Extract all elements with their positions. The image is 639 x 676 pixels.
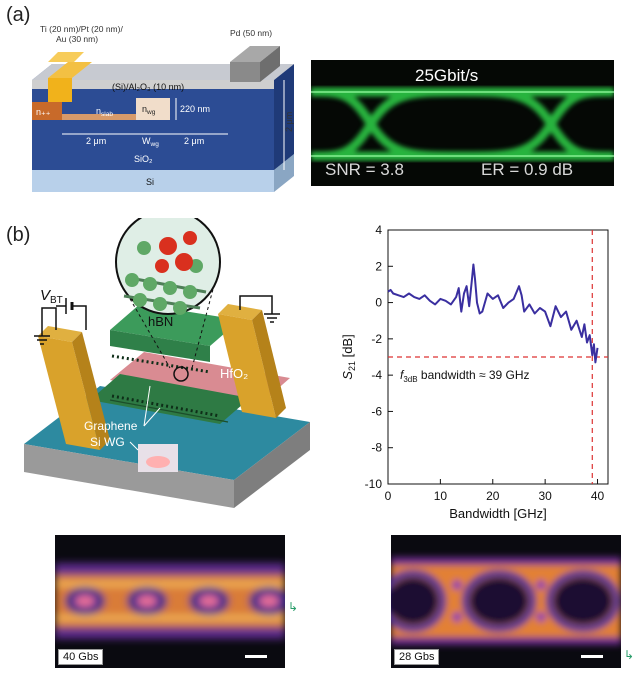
npp-label: n₊₊ [36, 107, 51, 117]
eye-diagram-40gbs: 40 Gbs [55, 535, 285, 668]
height-220-label: 220 nm [180, 104, 210, 114]
panel-label-b: (b) [6, 224, 31, 246]
scale-bar-28gbs [581, 655, 603, 658]
width-left-label: 2 μm [86, 136, 106, 146]
y-tick-label: -10 [365, 477, 383, 491]
left-gold-electrode [38, 336, 100, 450]
hfo2-label: HfO₂ [220, 366, 248, 381]
eye-caption-28gbs: 28 Gbs [394, 649, 440, 665]
y-axis-ticks: 4 2 0 -2 -4 -6 -8 -10 [365, 223, 393, 491]
x-tick-label: 20 [486, 489, 500, 503]
y-tick-label: -4 [371, 368, 382, 382]
arrow-marker-icon: ↳ [288, 600, 299, 614]
ti-pt-label: Ti (20 nm)/Pt (20 nm)/ [40, 24, 123, 34]
eye-caption-40gbs: 40 Gbs [58, 649, 104, 665]
arrow-marker-icon: ↳ [624, 648, 635, 662]
sio2-box [32, 80, 274, 170]
si-label: Si [146, 177, 154, 187]
si-wg-label: Si WG [90, 435, 125, 449]
pd-contact [230, 62, 260, 82]
ti-pt-au-contact [48, 78, 72, 102]
nwg-label: nwg [142, 104, 156, 116]
vbt-label: VBT [40, 287, 63, 306]
x-tick-label: 30 [538, 489, 552, 503]
s21-series-line [387, 263, 599, 364]
sio2-label: SiO₂ [134, 154, 153, 164]
y-tick-label: 4 [375, 223, 382, 237]
x-tick-label: 10 [434, 489, 448, 503]
er-label: ER = 0.9 dB [481, 160, 574, 179]
eye-diagram-28gbs-traces [391, 557, 621, 645]
x-tick-label: 0 [385, 489, 392, 503]
y-tick-label: -8 [371, 441, 382, 455]
x-axis-label: Bandwidth [GHz] [449, 506, 547, 521]
height-2um-label: 2 μm [284, 112, 294, 132]
eye-diagram-28gbs: 28 Gbs [391, 535, 621, 668]
waveguide-mode [146, 456, 170, 468]
modulator-cross-section: Ti (20 nm)/Pt (20 nm)/ Au (30 nm) Pd (50… [32, 24, 294, 192]
wwg-label: Wwg [142, 136, 159, 148]
eye-rate-label: 25Gbit/s [415, 66, 479, 85]
eye-diagram-40gbs-traces [55, 563, 285, 639]
graphene-modulator-illustration: VBT hBN HfO₂ Graphene Si WG [24, 218, 310, 508]
x-tick-label: 40 [591, 489, 605, 503]
nslab-label: nslab [96, 106, 113, 118]
graphene-label: Graphene [84, 419, 138, 433]
y-tick-label: 2 [375, 259, 382, 273]
y-tick-label: 0 [375, 296, 382, 310]
au-label: Au (30 nm) [56, 34, 98, 44]
y-axis-label: S21 [dB] [340, 334, 357, 379]
hbn-layer [110, 304, 240, 346]
oxide-label: (Si)/Al₂O₃ (10 nm) [112, 82, 184, 92]
x-axis-ticks: 0 10 20 30 40 [385, 479, 605, 503]
y-tick-label: -2 [371, 332, 382, 346]
right-gold-electrode [218, 314, 276, 418]
panel-label-a: (a) [6, 4, 31, 26]
pd-label: Pd (50 nm) [230, 28, 272, 38]
hbn-label: hBN [148, 314, 173, 329]
s21-chart: 420-2-4-6-8-10 0 10 20 30 40 f3dB bandwidth … [340, 223, 609, 521]
nslab-region [62, 114, 162, 120]
eye-diagram-25g-traces [311, 87, 614, 161]
scale-bar-40gbs [245, 655, 267, 658]
y-tick-label: -6 [371, 404, 382, 418]
eye-diagram-25g: 25Gbit/s SNR = 3.8 ER = 0.9 dB [311, 60, 614, 186]
nwg-region [136, 98, 170, 120]
width-right-label: 2 μm [184, 136, 204, 146]
zoom-marker [173, 366, 189, 382]
f3db-annotation: f3dB bandwidth ≈ 39 GHz [400, 368, 530, 384]
si-substrate [32, 170, 274, 192]
snr-label: SNR = 3.8 [325, 160, 404, 179]
npp-region [32, 102, 62, 120]
